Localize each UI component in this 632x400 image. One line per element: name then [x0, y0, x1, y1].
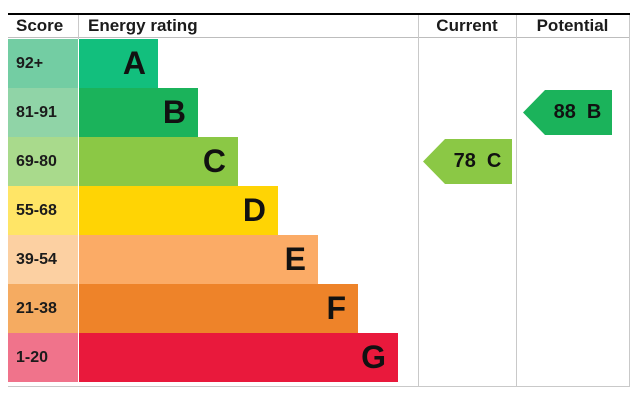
- band-row-a: 92+ A: [8, 39, 418, 88]
- energy-rating-column-header: Energy rating: [88, 16, 198, 35]
- current-column-separator: [418, 15, 419, 387]
- band-score-range: 55-68: [8, 186, 78, 235]
- band-row-f: 21-38 F: [8, 284, 418, 333]
- band-letter: C: [202, 143, 226, 179]
- band-letter: D: [242, 192, 266, 228]
- band-score-range: 21-38: [8, 284, 78, 333]
- band-rows: 92+ A 81-91 B 69-80 C 55-68 D 39-54 E 21…: [8, 39, 418, 382]
- potential-column-separator: [516, 15, 517, 387]
- current-column-header: Current: [436, 16, 498, 35]
- band-bar-b: B: [79, 88, 198, 137]
- potential-rating-arrow: 88 B: [523, 90, 612, 135]
- band-letter: G: [361, 339, 386, 375]
- current-rating-arrow: 78 C: [423, 139, 512, 184]
- band-bar-c: C: [79, 137, 238, 186]
- band-bar-e: E: [79, 235, 318, 284]
- band-score-range: 81-91: [8, 88, 78, 137]
- score-column-separator: [78, 15, 79, 39]
- band-bar-d: D: [79, 186, 278, 235]
- header-underline: [8, 37, 630, 38]
- current-rating-letter: C: [486, 150, 502, 172]
- potential-column-header: Potential: [536, 16, 609, 35]
- table-bottom-border: [8, 386, 630, 387]
- band-letter: B: [162, 94, 186, 130]
- band-letter: A: [122, 45, 146, 81]
- band-bar-a: A: [79, 39, 158, 88]
- band-row-g: 1-20 G: [8, 333, 418, 382]
- band-score-range: 39-54: [8, 235, 78, 284]
- potential-rating-letter: B: [586, 101, 602, 123]
- band-bar-f: F: [79, 284, 358, 333]
- band-letter: F: [326, 290, 346, 326]
- potential-rating-value: 88: [553, 101, 576, 123]
- band-row-d: 55-68 D: [8, 186, 418, 235]
- table-right-border: [629, 15, 630, 387]
- band-row-b: 81-91 B: [8, 88, 418, 137]
- band-row-c: 69-80 C: [8, 137, 418, 186]
- band-row-e: 39-54 E: [8, 235, 418, 284]
- score-column-header: Score: [16, 16, 64, 35]
- band-letter: E: [284, 241, 306, 277]
- band-bar-g: G: [79, 333, 398, 382]
- band-score-range: 92+: [8, 39, 78, 88]
- band-score-range: 1-20: [8, 333, 78, 382]
- table-top-border: [8, 13, 630, 15]
- current-rating-value: 78: [453, 150, 476, 172]
- band-score-range: 69-80: [8, 137, 78, 186]
